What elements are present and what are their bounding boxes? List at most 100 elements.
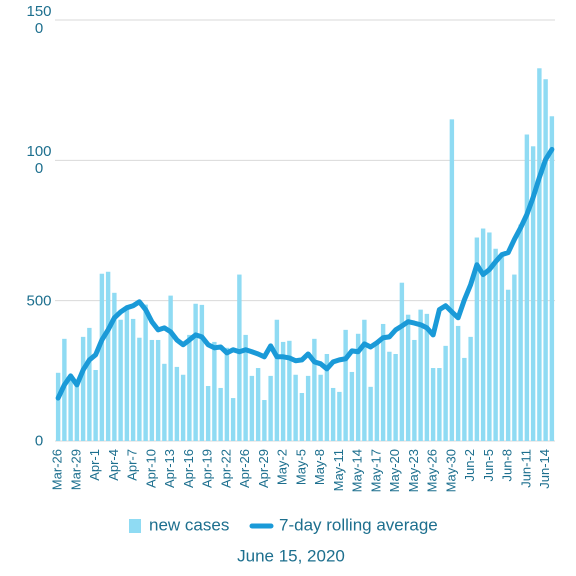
bar — [249, 375, 255, 441]
bar — [105, 271, 111, 441]
x-tick-label: Jun-8 — [500, 449, 515, 482]
bar — [324, 353, 330, 441]
legend-label: 7-day rolling average — [279, 515, 438, 534]
x-tick-label: May-30 — [443, 449, 458, 492]
bar — [487, 232, 492, 441]
bar — [255, 368, 261, 441]
bar — [518, 224, 523, 441]
bar — [230, 398, 236, 441]
bar — [455, 325, 461, 441]
bar — [293, 374, 298, 441]
bar — [55, 372, 61, 441]
bar — [330, 387, 336, 441]
bar — [368, 386, 373, 441]
bar — [87, 327, 92, 441]
bar — [480, 228, 486, 441]
bar — [199, 304, 205, 441]
x-tick-label: Mar-26 — [50, 449, 65, 490]
x-tick-label: Apr-13 — [162, 449, 177, 488]
x-tick-label: Apr-4 — [106, 449, 121, 481]
bar — [180, 374, 186, 441]
x-tick-label: May-2 — [275, 449, 290, 485]
bar — [343, 329, 348, 441]
x-tick-label: Apr-26 — [237, 449, 252, 488]
bar — [99, 273, 105, 441]
bar — [430, 368, 436, 441]
bar — [243, 334, 248, 441]
bar — [187, 334, 192, 441]
bar — [143, 304, 148, 441]
y-tick-label: 0 — [34, 432, 44, 450]
bar — [237, 274, 242, 441]
x-tick-label: Apr-7 — [125, 449, 140, 481]
x-tick-label: May-23 — [406, 449, 421, 492]
x-tick-label: Jun-5 — [481, 449, 496, 482]
bar — [274, 319, 280, 441]
bar — [168, 295, 173, 441]
y-tick-label: 1500 — [26, 3, 52, 37]
y-tick-label: 1000 — [26, 143, 52, 178]
bar — [393, 353, 398, 441]
bar — [530, 146, 536, 442]
bar — [349, 371, 355, 441]
bar — [118, 319, 123, 441]
bar — [449, 119, 455, 441]
x-tick-label: May-8 — [312, 449, 327, 485]
bar — [524, 134, 530, 441]
y-tick-label: 500 — [26, 292, 52, 310]
bar — [412, 339, 417, 441]
x-tick-label: May-11 — [331, 449, 346, 491]
bar — [312, 338, 317, 441]
bar — [380, 323, 386, 441]
bar — [462, 357, 467, 441]
bar — [362, 319, 367, 441]
bar — [130, 318, 136, 441]
bar — [137, 337, 142, 441]
x-tick-label: Jun-11 — [518, 449, 533, 488]
bar — [218, 387, 223, 441]
bar — [468, 336, 473, 441]
bar — [337, 391, 342, 441]
bar — [124, 309, 130, 441]
bar — [499, 253, 505, 441]
bar — [305, 375, 311, 441]
bar — [299, 393, 305, 441]
bar — [493, 248, 498, 441]
x-tick-label: Apr-10 — [143, 449, 158, 488]
subtitle: June 15, 2020 — [237, 546, 345, 565]
bar — [162, 363, 167, 441]
bar — [549, 116, 555, 441]
bar — [262, 400, 267, 441]
bar — [280, 341, 286, 441]
bar — [193, 303, 198, 441]
line — [55, 146, 555, 401]
bar — [224, 347, 230, 441]
bar — [512, 274, 517, 441]
bar — [474, 237, 480, 441]
bar — [374, 341, 380, 441]
x-tick-label: Jun-2 — [462, 449, 477, 482]
bar — [149, 339, 155, 441]
bar — [505, 289, 511, 441]
bar — [418, 309, 423, 441]
bar — [287, 340, 292, 441]
bar — [112, 292, 117, 441]
x-tick-label: May-20 — [387, 449, 402, 492]
bar — [155, 339, 161, 441]
bar — [93, 369, 98, 441]
x-tick-label: Apr-29 — [256, 449, 271, 488]
x-tick-label: May-17 — [368, 449, 383, 492]
bar — [205, 385, 211, 441]
bar — [74, 384, 80, 441]
bar — [437, 368, 442, 441]
x-tick-label: May-26 — [425, 449, 440, 492]
bar — [399, 282, 405, 441]
bar — [355, 333, 361, 441]
bar — [68, 377, 73, 441]
bar — [80, 336, 86, 441]
bar — [443, 345, 448, 441]
bar — [268, 375, 273, 441]
legend-swatch — [129, 519, 141, 533]
